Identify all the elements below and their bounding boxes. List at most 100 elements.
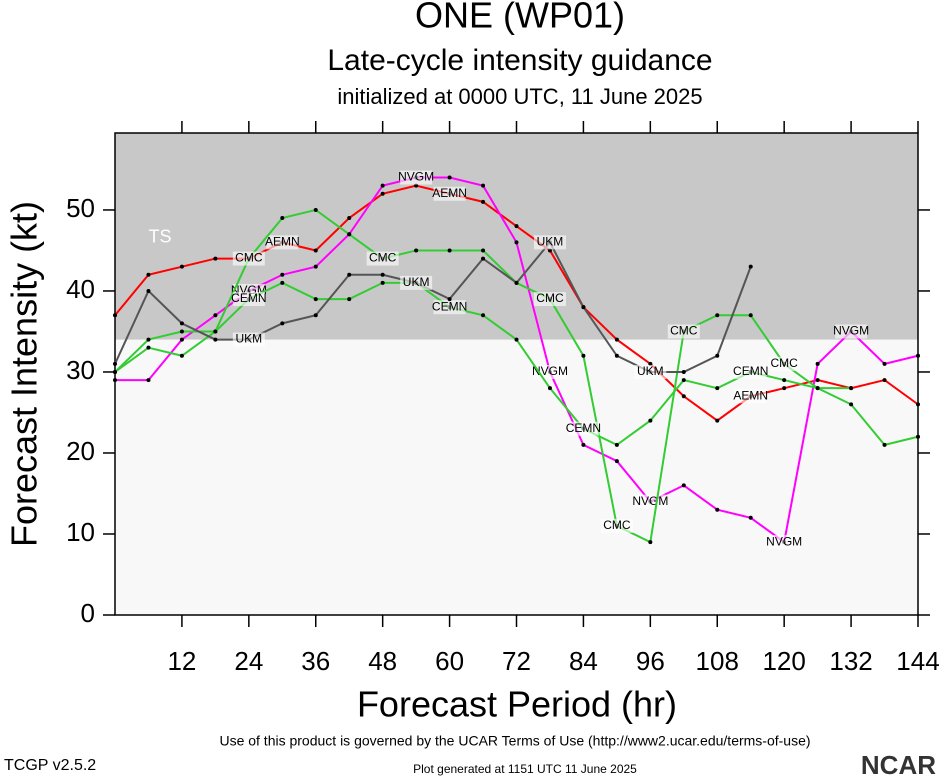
label-bg <box>634 364 667 379</box>
series-point <box>514 240 519 245</box>
band-label: TS <box>148 226 171 246</box>
series-label: CMC <box>771 356 799 370</box>
label-bg <box>400 170 433 185</box>
series-point <box>179 264 184 269</box>
series-label: CMC <box>603 518 631 532</box>
series-point <box>313 297 318 302</box>
series-label: AEMN <box>432 186 467 200</box>
series-label: NVGM <box>766 534 802 548</box>
x-tick-label: 24 <box>234 646 263 676</box>
x-tick-label: 36 <box>301 646 330 676</box>
series-point <box>547 386 552 391</box>
series-point <box>380 191 385 196</box>
series-point <box>882 442 887 447</box>
label-bg <box>835 324 868 339</box>
series-point <box>681 483 686 488</box>
series-label: CMC <box>235 251 263 265</box>
series-label: UKM <box>637 364 664 378</box>
series-point <box>447 297 452 302</box>
series-point <box>313 313 318 318</box>
series-point <box>447 248 452 253</box>
x-tick-label: 72 <box>502 646 531 676</box>
series-point <box>782 378 787 383</box>
series-point <box>447 175 452 180</box>
series-point <box>916 434 920 439</box>
x-tick-label: 48 <box>368 646 397 676</box>
y-tick-label: 20 <box>66 436 95 466</box>
label-bg <box>366 251 399 266</box>
series-point <box>347 297 352 302</box>
label-bg <box>232 332 265 347</box>
version: TCGP v2.5.2 <box>4 757 96 774</box>
series-label: CEMN <box>733 364 768 378</box>
series-point <box>481 199 486 204</box>
series-label: UKM <box>235 332 262 346</box>
y-tick-label: 10 <box>66 517 95 547</box>
label-bg <box>768 535 801 550</box>
series-point <box>514 280 519 285</box>
series-point <box>614 353 619 358</box>
label-bg <box>567 421 600 436</box>
series-point <box>347 272 352 277</box>
series-point <box>113 369 117 374</box>
label-bg <box>232 251 265 266</box>
series-point <box>916 402 920 407</box>
label-bg <box>734 389 767 404</box>
series-point <box>748 515 753 520</box>
series-point <box>380 280 385 285</box>
label-bg <box>433 300 466 315</box>
series-point <box>213 329 218 334</box>
series-point <box>715 313 720 318</box>
series-point <box>614 442 619 447</box>
label-bg <box>232 292 265 307</box>
series-point <box>313 207 318 212</box>
series-point <box>313 264 318 269</box>
series-label: CMC <box>536 291 564 305</box>
series-label: UKM <box>403 275 430 289</box>
series-point <box>179 353 184 358</box>
series-point <box>347 216 352 221</box>
series-point <box>547 248 552 253</box>
series-point <box>849 386 854 391</box>
series-point <box>347 232 352 237</box>
series-label: CMC <box>670 324 698 338</box>
series-point <box>715 507 720 512</box>
y-tick-label: 0 <box>81 598 95 628</box>
series-point <box>213 313 218 318</box>
label-bg <box>600 518 633 533</box>
series-label: CEMN <box>432 299 467 313</box>
series-point <box>481 183 486 188</box>
series-point <box>681 369 686 374</box>
label-bg <box>533 235 566 250</box>
series-point <box>113 313 117 318</box>
series-point <box>715 418 720 423</box>
series-point <box>782 386 787 391</box>
x-tick-label: 12 <box>167 646 196 676</box>
series-point <box>681 378 686 383</box>
label-bg <box>266 235 299 250</box>
series-point <box>213 337 218 342</box>
series-label: CEMN <box>566 421 601 435</box>
series-point <box>648 418 653 423</box>
x-axis-label: Forecast Period (hr) <box>357 684 677 725</box>
chart-title: ONE (WP01) <box>415 0 625 36</box>
y-tick-label: 50 <box>66 193 95 223</box>
series-label: AEMN <box>733 388 768 402</box>
x-tick-label: 132 <box>829 646 872 676</box>
series-point <box>614 337 619 342</box>
label-bg <box>734 364 767 379</box>
series-point <box>581 353 586 358</box>
series-point <box>681 394 686 399</box>
logo: NCAR <box>861 750 936 780</box>
series-point <box>380 272 385 277</box>
series-point <box>815 378 820 383</box>
series-point <box>380 183 385 188</box>
label-bg <box>533 292 566 307</box>
series-point <box>313 248 318 253</box>
series-point <box>113 361 117 366</box>
series-point <box>748 264 753 269</box>
series-point <box>280 216 285 221</box>
series-point <box>414 183 419 188</box>
series-point <box>614 459 619 464</box>
x-tick-label: 108 <box>696 646 739 676</box>
